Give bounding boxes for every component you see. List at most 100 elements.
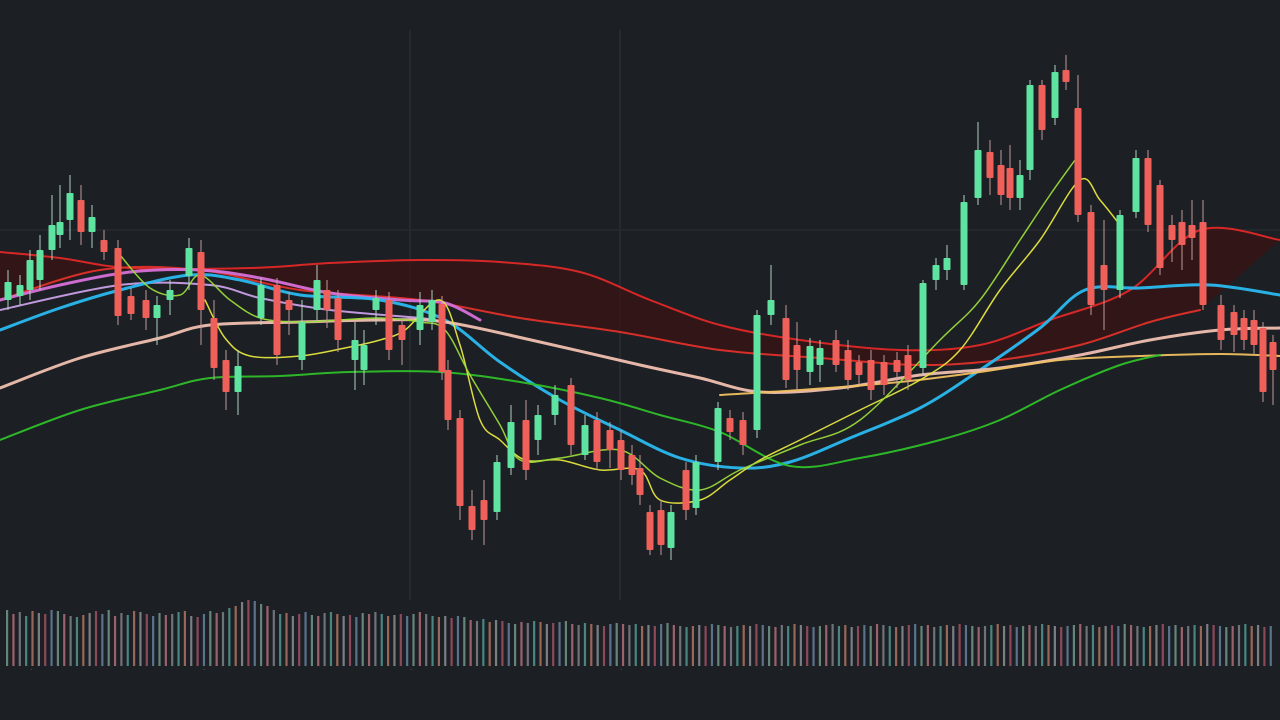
volume-bar	[933, 627, 936, 666]
volume-bar	[926, 625, 929, 666]
candle	[960, 195, 968, 290]
candle	[456, 410, 464, 520]
candle	[100, 230, 108, 260]
volume-bar	[240, 602, 244, 666]
candle	[1230, 305, 1238, 352]
volume-bar	[437, 617, 440, 666]
volume-bar	[768, 626, 771, 666]
candle	[636, 455, 644, 505]
candle	[438, 296, 446, 380]
volume-bar	[1250, 626, 1253, 666]
volume-bar	[412, 614, 415, 666]
volume-bar	[939, 626, 942, 666]
x-tick-label: ·	[780, 666, 783, 674]
volume-bar	[1022, 626, 1025, 666]
candle	[816, 340, 824, 382]
candle	[943, 245, 951, 280]
candle	[153, 296, 161, 345]
volume-bar	[780, 625, 783, 666]
volume-bars	[6, 600, 1272, 666]
volume-bar	[945, 625, 948, 666]
candle	[767, 265, 775, 325]
candle	[26, 250, 34, 300]
volume-bar	[964, 625, 968, 666]
volume-bar	[761, 625, 764, 666]
volume-bar	[171, 614, 174, 666]
candlestick-series	[4, 55, 1277, 560]
candle	[197, 240, 205, 345]
volume-bar	[1155, 625, 1158, 666]
candle	[1132, 150, 1140, 218]
candle	[1259, 322, 1267, 402]
volume-bar	[685, 627, 688, 666]
x-tick-label: ·	[620, 666, 623, 674]
candle	[334, 290, 342, 352]
volume-bar	[844, 625, 847, 666]
volume-bar	[482, 619, 485, 666]
volume-bar	[1263, 627, 1266, 666]
volume-bar	[1110, 625, 1114, 666]
ma-line-ma-lime	[119, 159, 1076, 491]
volume-bar	[1079, 624, 1082, 666]
volume-bar	[44, 614, 47, 666]
volume-bar	[1028, 625, 1031, 666]
x-tick-label: ·	[30, 666, 33, 674]
volume-bar	[920, 626, 923, 666]
candle	[480, 480, 488, 545]
candle	[313, 265, 321, 320]
candle	[782, 305, 790, 388]
volume-bar	[475, 621, 479, 666]
candle	[493, 455, 501, 520]
candle	[48, 195, 56, 260]
volume-bar	[672, 625, 675, 666]
volume-bar	[666, 623, 669, 666]
volume-bar	[533, 621, 536, 666]
volume-bar	[552, 623, 555, 666]
volume-bar	[1002, 626, 1006, 666]
volume-bar	[1142, 627, 1145, 666]
volume-bar	[1231, 626, 1234, 666]
volume-bar	[133, 611, 136, 666]
candle	[1026, 80, 1034, 180]
candle	[1156, 180, 1164, 275]
candle	[114, 240, 122, 325]
volume-bar	[621, 624, 625, 666]
candle	[77, 185, 85, 245]
volume-bar	[209, 611, 212, 666]
volume-bar	[577, 625, 580, 666]
candle	[36, 235, 44, 290]
candle	[534, 405, 542, 455]
volume-bar	[387, 616, 390, 666]
volume-bar	[736, 626, 739, 666]
candle	[1250, 310, 1258, 355]
volume-bar	[1104, 626, 1107, 666]
volume-bar	[158, 613, 161, 666]
candle	[593, 412, 601, 470]
candle	[1116, 210, 1124, 298]
volume-bar	[1098, 627, 1101, 666]
volume-bar	[260, 604, 263, 666]
volume-bar	[1066, 626, 1069, 666]
candle	[692, 455, 700, 515]
volume-bar	[571, 624, 574, 666]
candle	[285, 292, 293, 335]
volume-bar	[742, 625, 745, 666]
volume-bar	[37, 613, 40, 666]
volume-bar	[704, 626, 707, 666]
volume-bar	[996, 624, 999, 666]
volume-bar	[1015, 627, 1018, 666]
volume-bar	[120, 613, 123, 666]
volume-bar	[875, 624, 879, 666]
volume-bar	[56, 611, 59, 666]
volume-bar	[139, 612, 142, 666]
volume-bar	[12, 614, 15, 666]
volume-bar	[463, 617, 466, 666]
volume-bar	[247, 600, 250, 666]
candle	[855, 355, 863, 385]
volume-bar	[1199, 626, 1202, 666]
candle	[726, 410, 734, 440]
candle	[1038, 80, 1046, 140]
volume-bar	[228, 608, 231, 666]
volume-bar	[469, 620, 472, 666]
